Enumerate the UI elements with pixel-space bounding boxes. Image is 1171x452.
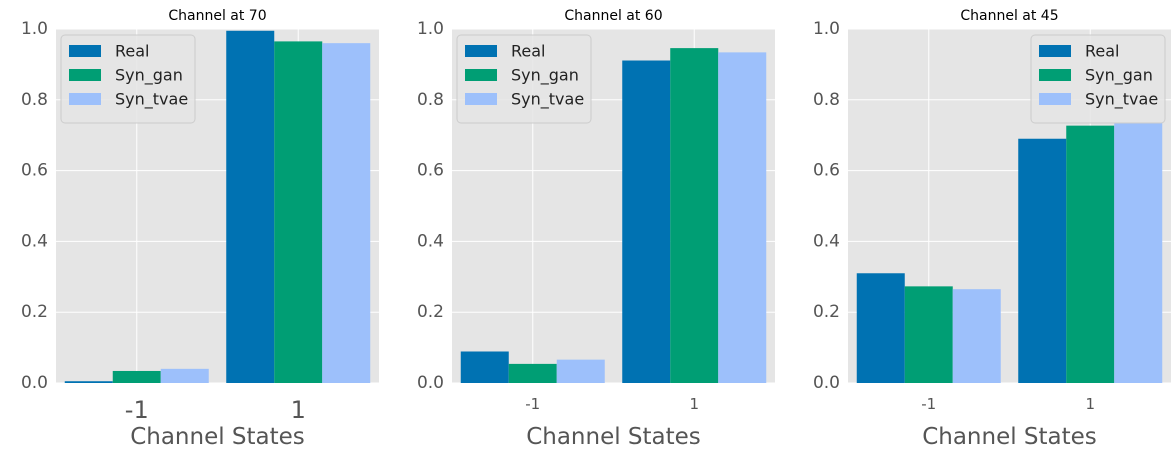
- legend-label: Real: [511, 42, 546, 61]
- legend-label: Syn_gan: [115, 66, 183, 86]
- bar-syn_tvae-1: [718, 52, 767, 383]
- y-tick-label: 0.0: [813, 373, 840, 393]
- bar-syn_gan--1: [508, 363, 557, 383]
- y-tick-label: 0.6: [21, 161, 48, 181]
- legend-swatch-syn_gan: [1039, 69, 1071, 81]
- legend-swatch-syn_gan: [69, 69, 101, 81]
- x-axis-label: Channel States: [526, 424, 701, 450]
- legend-label: Syn_gan: [511, 66, 579, 86]
- chart-title: Channel at 70: [168, 8, 266, 24]
- y-tick-label: 0.4: [417, 231, 444, 251]
- bar-syn_gan--1: [112, 370, 161, 383]
- legend-swatch-real: [465, 45, 497, 57]
- y-tick-label: 0.8: [417, 90, 444, 110]
- x-tick-label: -1: [125, 396, 149, 424]
- y-tick-label: 1.0: [813, 19, 840, 39]
- y-tick-label: 0.2: [417, 302, 444, 322]
- y-tick-label: 0.4: [21, 231, 48, 251]
- legend: Real Syn_gan Syn_tvae: [60, 34, 196, 124]
- bar-syn_gan-1: [670, 48, 719, 384]
- chart-panel-3: 0.0 0.2 0.4 0.6 0.8 1.0 -1 1 Channel States Chann…: [813, 8, 1171, 450]
- bar-syn_tvae-1: [322, 43, 371, 383]
- legend-label: Real: [1085, 42, 1120, 61]
- y-tick-label: 1.0: [21, 19, 48, 39]
- legend: Real Syn_gan Syn_tvae: [456, 34, 592, 124]
- y-tick-label: 0.8: [21, 90, 48, 110]
- legend-label: Syn_tvae: [511, 90, 584, 110]
- bar-syn_tvae--1: [160, 368, 209, 383]
- y-tick-label: 0.0: [21, 373, 48, 393]
- bar-real--1: [856, 273, 905, 383]
- chart-title: Channel at 45: [960, 8, 1058, 24]
- x-tick-label: -1: [921, 395, 936, 413]
- legend: Real Syn_gan Syn_tvae: [1030, 34, 1166, 124]
- bar-real-1: [226, 30, 275, 384]
- bar-real-1: [622, 60, 671, 383]
- chart-title: Channel at 60: [564, 8, 662, 24]
- bar-real--1: [460, 351, 509, 383]
- legend-swatch-real: [1039, 45, 1071, 57]
- bar-syn_gan--1: [904, 286, 953, 383]
- legend-swatch-syn_gan: [465, 69, 497, 81]
- legend-swatch-syn_tvae: [465, 93, 497, 105]
- x-tick-label: -1: [525, 395, 540, 413]
- y-tick-label: 0.0: [417, 373, 444, 393]
- chart-panel-2: 0.0 0.2 0.4 0.6 0.8 1.0 -1 1 Channel States Chann…: [417, 8, 775, 450]
- bar-syn_tvae-1: [1114, 122, 1163, 383]
- y-tick-label: 0.8: [813, 90, 840, 110]
- x-tick-label: 1: [291, 396, 306, 424]
- x-tick-label: 1: [689, 395, 699, 413]
- y-tick-label: 0.4: [813, 231, 840, 251]
- y-tick-label: 1.0: [417, 19, 444, 39]
- bar-real--1: [64, 381, 113, 383]
- legend-swatch-syn_tvae: [69, 93, 101, 105]
- legend-label: Syn_tvae: [115, 90, 188, 110]
- bar-syn_gan-1: [1066, 125, 1115, 383]
- y-tick-label: 0.2: [21, 302, 48, 322]
- x-axis-label: Channel States: [130, 424, 305, 450]
- x-tick-label: 1: [1085, 395, 1095, 413]
- legend-label: Syn_tvae: [1085, 90, 1158, 110]
- legend-label: Real: [115, 42, 150, 61]
- legend-swatch-real: [69, 45, 101, 57]
- y-tick-label: 0.6: [813, 161, 840, 181]
- bar-syn_gan-1: [274, 41, 323, 383]
- y-tick-label: 0.6: [417, 161, 444, 181]
- bar-syn_tvae--1: [952, 289, 1001, 383]
- bar-syn_tvae--1: [556, 359, 605, 383]
- x-axis-label: Channel States: [922, 424, 1097, 450]
- y-tick-label: 0.2: [813, 302, 840, 322]
- bar-real-1: [1018, 138, 1067, 383]
- legend-label: Syn_gan: [1085, 66, 1153, 86]
- legend-swatch-syn_tvae: [1039, 93, 1071, 105]
